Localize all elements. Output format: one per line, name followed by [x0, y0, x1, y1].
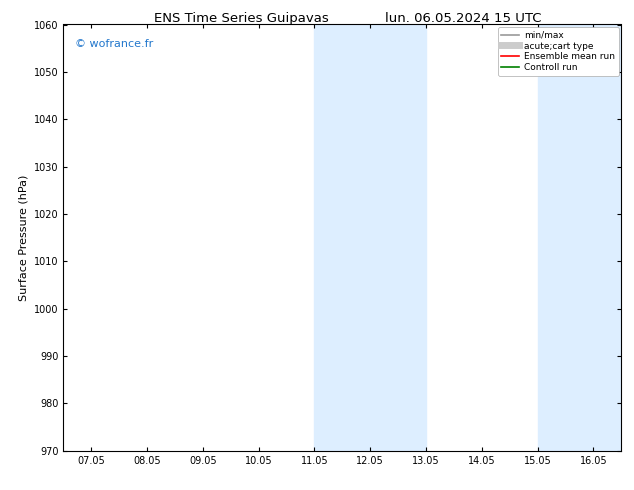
Text: © wofrance.fr: © wofrance.fr — [75, 39, 153, 49]
Bar — [314, 24, 426, 451]
Bar — [538, 24, 621, 451]
Legend: min/max, acute;cart type, Ensemble mean run, Controll run: min/max, acute;cart type, Ensemble mean … — [498, 27, 619, 76]
Text: ENS Time Series Guipavas: ENS Time Series Guipavas — [153, 12, 328, 25]
Y-axis label: Surface Pressure (hPa): Surface Pressure (hPa) — [18, 174, 29, 301]
Text: lun. 06.05.2024 15 UTC: lun. 06.05.2024 15 UTC — [385, 12, 541, 25]
